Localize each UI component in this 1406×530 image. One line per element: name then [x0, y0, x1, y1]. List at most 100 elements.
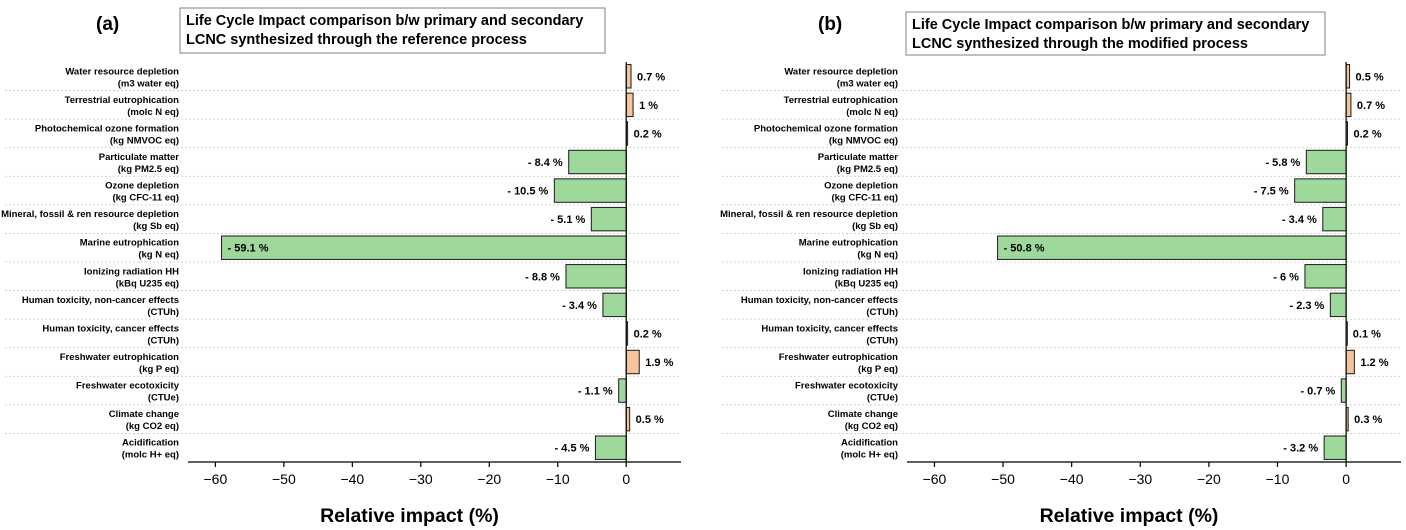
bar [1305, 149, 1347, 175]
data-label: - 3.4 % [1282, 214, 1317, 226]
data-label: - 4.5 % [555, 443, 590, 455]
data-label: - 50.8 % [1004, 243, 1045, 255]
bar [1329, 292, 1347, 318]
data-label: - 8.8 % [525, 271, 560, 283]
panel-label: (b) [818, 14, 842, 35]
category-label: Ozone depletion [105, 181, 179, 192]
bar [568, 149, 627, 175]
x-tick-label: −20 [1197, 471, 1221, 487]
bar [1304, 264, 1347, 289]
bar [553, 178, 627, 203]
chart-title-line: LCNC synthesized through the reference p… [186, 32, 527, 48]
x-tick-label: −30 [409, 471, 433, 487]
bar [1294, 178, 1347, 203]
x-tick-label: −10 [1266, 471, 1290, 487]
chart-panel-b: (b) Life Cycle Impact comparison b/w prim… [720, 11, 1401, 527]
category-unit-label: (CTUh) [147, 307, 179, 318]
category-unit-label: (m3 water eq) [837, 78, 898, 89]
data-label: - 3.4 % [562, 300, 597, 312]
x-tick-label: 0 [622, 471, 630, 487]
category-label: Human toxicity, cancer effects [761, 323, 898, 334]
category-label: Particulate matter [818, 152, 899, 163]
data-label: 0.1 % [1353, 328, 1381, 340]
panel-label: (a) [96, 14, 119, 35]
data-label: 1 % [639, 100, 658, 112]
category-unit-label: (kg CFC-11 eq) [112, 193, 179, 204]
category-label: Marine eutrophication [80, 238, 179, 249]
category-unit-label: (kg PM2.5 eq) [118, 164, 179, 175]
category-label: Freshwater ecotoxicity [795, 381, 899, 392]
category-unit-label: (kg NMVOC eq) [110, 135, 179, 146]
category-unit-label: (kg P eq) [858, 364, 898, 375]
data-label: 1.9 % [645, 357, 673, 369]
x-tick-label: −40 [340, 471, 364, 487]
x-tick-label: −60 [923, 471, 947, 487]
chart-panel-a: (a) Life Cycle Impact comparison b/w prim… [1, 7, 681, 527]
category-unit-label: (kg CFC-11 eq) [831, 193, 898, 204]
category-label: Photochemical ozone formation [35, 123, 179, 134]
bar [1322, 206, 1347, 232]
category-label: Mineral, fossil & ren resource depletion [720, 209, 898, 220]
data-label: 0.5 % [636, 414, 664, 426]
data-label: - 0.7 % [1300, 386, 1335, 398]
category-unit-label: (CTUh) [866, 335, 898, 346]
bar [590, 206, 627, 232]
chart-title-line: Life Cycle Impact comparison b/w primary… [186, 13, 583, 29]
x-tick-label: 0 [1342, 471, 1350, 487]
data-label: - 6 % [1273, 271, 1299, 283]
x-axis-label: Relative impact (%) [320, 505, 499, 527]
x-tick-label: −40 [1060, 471, 1084, 487]
bar [221, 235, 627, 260]
category-unit-label: (m3 water eq) [118, 78, 179, 89]
chart-title-box [905, 11, 1326, 56]
bar [565, 264, 627, 289]
x-tick-label: −20 [477, 471, 501, 487]
category-unit-label: (kg P eq) [139, 364, 179, 375]
data-label: 0.5 % [1356, 71, 1384, 83]
category-unit-label: (kg CO2 eq) [845, 421, 898, 432]
data-label: - 3.2 % [1283, 443, 1318, 455]
category-label: Water resource depletion [784, 66, 898, 77]
data-label: - 2.3 % [1289, 300, 1324, 312]
category-unit-label: (kg Sb eq) [133, 221, 179, 232]
category-unit-label: (CTUh) [866, 307, 898, 318]
category-unit-label: (kBq U235 eq) [116, 278, 179, 289]
bar [1340, 378, 1347, 403]
x-axis-label: Relative impact (%) [1040, 505, 1219, 527]
data-label: 0.2 % [634, 328, 662, 340]
x-tick-label: −30 [1128, 471, 1152, 487]
data-label: - 8.4 % [528, 157, 563, 169]
chart-title-box [179, 7, 606, 54]
data-label: 0.7 % [1357, 100, 1385, 112]
chart-title-line: LCNC synthesized through the modified pr… [912, 36, 1248, 52]
bar [1323, 435, 1347, 460]
data-label: 0.3 % [1354, 414, 1382, 426]
data-label: 0.2 % [1353, 128, 1381, 140]
x-tick-label: −10 [546, 471, 570, 487]
category-label: Particulate matter [99, 152, 180, 163]
category-label: Marine eutrophication [799, 238, 898, 249]
bar [1345, 92, 1352, 118]
category-label: Human toxicity, cancer effects [42, 323, 179, 334]
category-unit-label: (kg CO2 eq) [126, 421, 179, 432]
x-tick-label: −50 [272, 471, 296, 487]
category-label: Freshwater eutrophication [60, 352, 179, 363]
category-unit-label: (kg Sb eq) [852, 221, 898, 232]
category-label: Ionizing radiation HH [803, 266, 898, 277]
category-unit-label: (kg N eq) [857, 250, 898, 261]
data-label: 0.7 % [637, 71, 665, 83]
data-label: 0.2 % [634, 128, 662, 140]
category-unit-label: (molc N eq) [127, 107, 179, 118]
category-unit-label: (kg PM2.5 eq) [837, 164, 898, 175]
category-unit-label: (molc H+ eq) [841, 450, 898, 461]
category-label: Ozone depletion [824, 181, 898, 192]
data-label: - 5.8 % [1265, 157, 1300, 169]
x-tick-label: −50 [991, 471, 1015, 487]
category-label: Human toxicity, non-cancer effects [22, 295, 179, 306]
chart-title-line: Life Cycle Impact comparison b/w primary… [912, 17, 1309, 33]
bar [1345, 349, 1355, 375]
category-label: Terrestrial eutrophication [784, 95, 899, 106]
data-label: - 1.1 % [578, 386, 613, 398]
data-label: 1.2 % [1360, 357, 1388, 369]
